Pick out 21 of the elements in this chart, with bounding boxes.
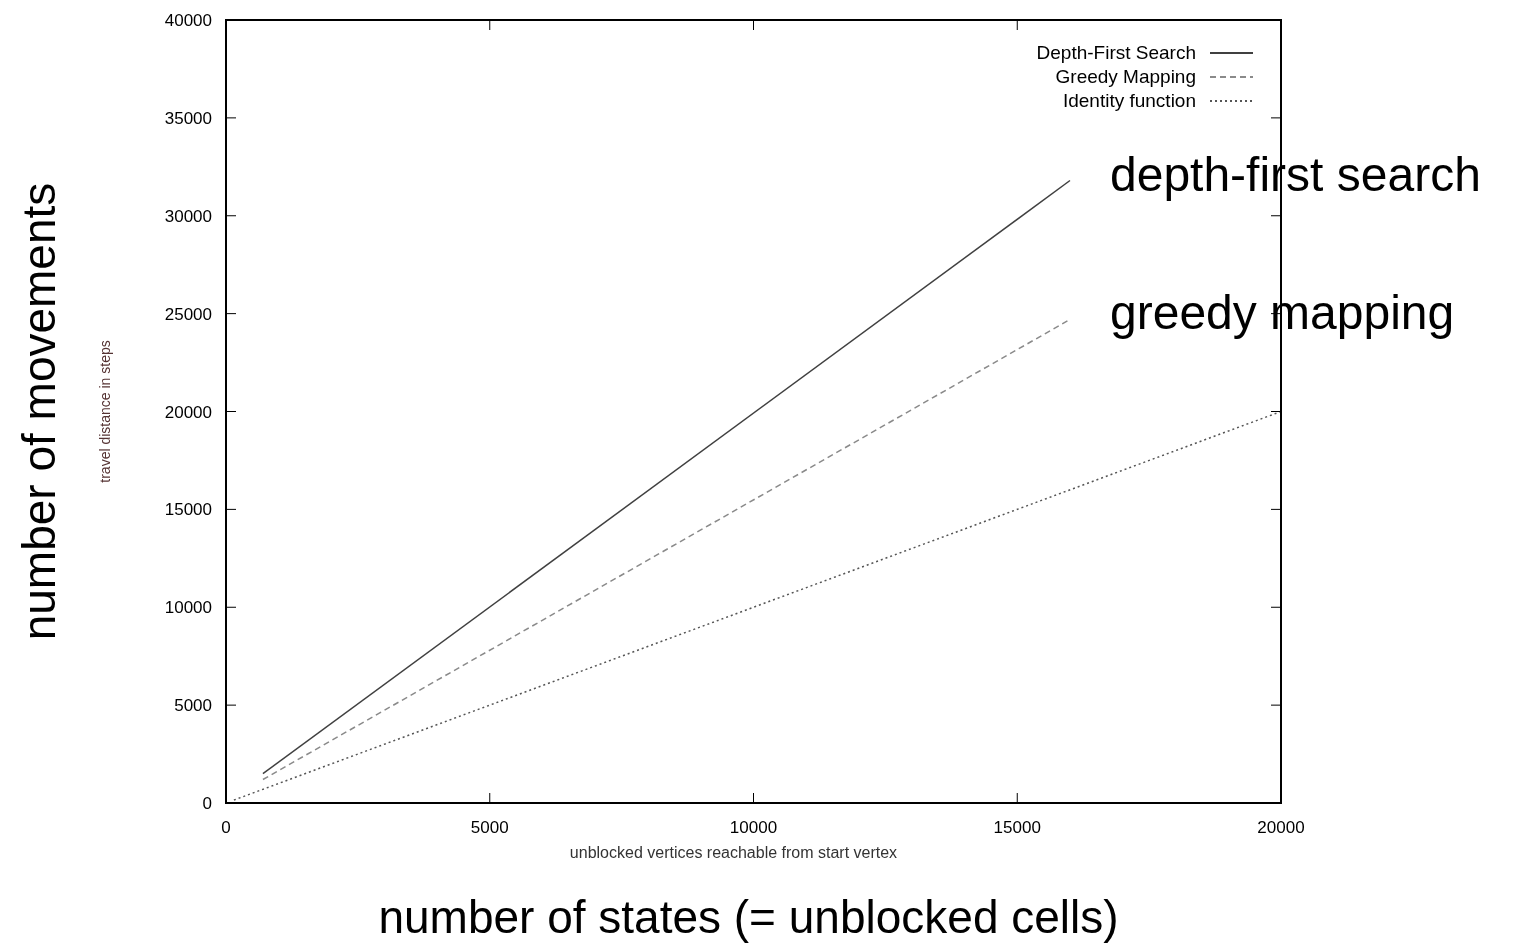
legend-label: Depth-First Search — [1036, 42, 1196, 63]
y-tick-label: 25000 — [164, 304, 212, 324]
x-tick-label: 10000 — [729, 818, 778, 837]
y-axis-title: travel distance in steps — [97, 340, 113, 483]
x-tick-label: 15000 — [993, 818, 1041, 837]
y-tick-label: 0 — [202, 794, 212, 813]
x-tick-label: 20000 — [1257, 818, 1305, 837]
y-tick-label: 30000 — [164, 206, 212, 226]
x-tick-label: 5000 — [470, 818, 509, 837]
legend-label: Identity function — [1062, 90, 1196, 111]
y-tick-label: 40000 — [164, 11, 212, 30]
legend-label: Greedy Mapping — [1055, 66, 1196, 87]
y-tick-label: 10000 — [164, 598, 212, 618]
y-tick-label: 20000 — [164, 402, 212, 422]
text: number of movements — [13, 182, 65, 641]
x-axis-title: unblocked vertices reachable from start vertex — [569, 844, 898, 861]
y-tick-label: 35000 — [164, 108, 212, 128]
text: number of states (= unblocked cells) — [378, 891, 1119, 943]
x-tick-label: 0 — [221, 818, 231, 837]
y-tick-label: 15000 — [164, 500, 212, 520]
y-tick-label: 5000 — [174, 696, 212, 716]
